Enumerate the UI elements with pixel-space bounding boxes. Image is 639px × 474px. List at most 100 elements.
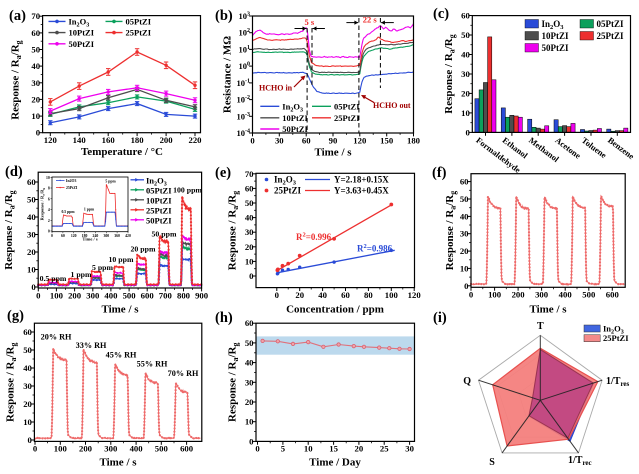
svg-text:20: 20 (23, 399, 32, 409)
svg-text:30: 30 (461, 69, 470, 79)
svg-text:20 ppm: 20 ppm (131, 245, 156, 254)
svg-text:0: 0 (250, 135, 255, 145)
svg-text:200: 200 (68, 290, 82, 300)
svg-text:40: 40 (31, 61, 40, 71)
svg-text:50PtZI: 50PtZI (69, 39, 95, 49)
svg-text:HCHO in: HCHO in (259, 84, 293, 93)
svg-text:25PtZI: 25PtZI (334, 113, 360, 123)
svg-text:140: 140 (73, 135, 87, 145)
svg-text:0: 0 (275, 290, 280, 300)
svg-text:Response / Ra/Rg: Response / Ra/Rg (40, 188, 46, 221)
svg-text:Response / Ra/Rg: Response / Ra/Rg (444, 191, 458, 270)
svg-text:50PtZI: 50PtZI (542, 43, 569, 53)
svg-text:600: 600 (606, 290, 620, 300)
svg-text:05PtZI: 05PtZI (334, 101, 360, 111)
svg-text:0.5 ppm: 0.5 ppm (40, 274, 67, 283)
svg-text:200: 200 (512, 290, 526, 300)
svg-text:40: 40 (23, 363, 32, 373)
svg-text:15: 15 (329, 444, 338, 454)
svg-text:600: 600 (180, 444, 194, 454)
svg-text:100: 100 (488, 290, 502, 300)
svg-text:50: 50 (23, 345, 32, 355)
svg-text:0: 0 (249, 271, 254, 281)
svg-text:500: 500 (582, 290, 596, 300)
svg-text:33% RH: 33% RH (76, 341, 107, 350)
svg-text:900: 900 (195, 290, 209, 300)
svg-text:50: 50 (27, 195, 36, 205)
svg-text:25PtZI: 25PtZI (597, 31, 624, 41)
svg-text:180: 180 (82, 234, 88, 238)
svg-text:220: 220 (188, 135, 202, 145)
svg-text:Time / s: Time / s (99, 457, 137, 469)
svg-text:160: 160 (102, 135, 116, 145)
svg-text:20: 20 (27, 247, 36, 257)
svg-text:45% RH: 45% RH (106, 351, 137, 360)
svg-text:10PtZI: 10PtZI (69, 28, 95, 38)
svg-text:0: 0 (33, 444, 38, 454)
svg-text:200: 200 (160, 135, 174, 145)
svg-text:30: 30 (31, 78, 40, 88)
svg-text:0: 0 (249, 436, 254, 446)
svg-text:In2O3: In2O3 (69, 16, 90, 28)
svg-text:(f): (f) (432, 165, 447, 181)
svg-text:60: 60 (460, 177, 469, 187)
svg-text:Temperature / °C: Temperature / °C (81, 146, 163, 158)
svg-text:500: 500 (123, 290, 137, 300)
svg-text:Toluene: Toluene (580, 135, 609, 160)
svg-text:30: 30 (245, 227, 254, 237)
svg-text:30: 30 (27, 230, 36, 240)
svg-text:25PtZI: 25PtZI (66, 186, 78, 190)
svg-text:60: 60 (245, 318, 254, 328)
svg-text:40: 40 (460, 211, 469, 221)
svg-text:20: 20 (245, 397, 254, 407)
svg-text:5 ppm: 5 ppm (105, 180, 116, 184)
svg-text:1 ppm: 1 ppm (70, 270, 92, 279)
svg-text:70: 70 (245, 169, 254, 179)
svg-text:4: 4 (48, 208, 50, 212)
svg-text:(i): (i) (433, 310, 447, 326)
svg-text:Time / s: Time / s (101, 304, 139, 316)
svg-text:0: 0 (48, 230, 50, 234)
svg-text:Y=2.18+0.15X: Y=2.18+0.15X (334, 175, 389, 185)
svg-text:400: 400 (559, 290, 573, 300)
svg-text:103: 103 (239, 11, 251, 21)
svg-text:120: 120 (408, 290, 422, 300)
svg-text:22 s: 22 s (363, 15, 378, 25)
svg-text:0: 0 (36, 128, 41, 138)
svg-text:20: 20 (245, 242, 254, 252)
svg-text:90: 90 (329, 135, 338, 145)
svg-text:55% RH: 55% RH (137, 360, 168, 369)
svg-text:150: 150 (380, 135, 394, 145)
svg-text:In2O3: In2O3 (66, 179, 76, 183)
svg-text:0: 0 (465, 127, 470, 137)
svg-text:60: 60 (245, 183, 254, 193)
svg-text:30: 30 (245, 377, 254, 387)
svg-text:420: 420 (125, 234, 131, 238)
svg-text:50: 50 (245, 338, 254, 348)
svg-text:20: 20 (460, 246, 469, 256)
svg-text:Resistance / MΩ: Resistance / MΩ (222, 36, 234, 113)
svg-text:Time / Day: Time / Day (309, 457, 361, 469)
svg-text:50PtZI: 50PtZI (146, 215, 172, 225)
svg-text:500: 500 (155, 444, 169, 454)
svg-text:300: 300 (103, 234, 109, 238)
svg-text:40: 40 (27, 212, 36, 222)
svg-text:0: 0 (28, 435, 33, 445)
svg-text:05PtZI: 05PtZI (126, 16, 152, 26)
svg-text:100: 100 (50, 290, 64, 300)
svg-text:10PtZI: 10PtZI (146, 195, 172, 205)
svg-text:10 ppm: 10 ppm (109, 255, 134, 264)
svg-text:In2O3: In2O3 (146, 175, 167, 187)
svg-text:20: 20 (31, 94, 40, 104)
svg-text:T: T (537, 321, 544, 332)
svg-text:1/Trec: 1/Trec (568, 455, 592, 467)
svg-text:Time / s: Time / s (314, 147, 352, 159)
svg-text:In2O3: In2O3 (542, 19, 565, 31)
svg-text:20: 20 (461, 88, 470, 98)
svg-text:25: 25 (380, 444, 389, 454)
svg-text:10-4: 10-4 (237, 128, 251, 138)
svg-text:5 ppm: 5 ppm (92, 263, 114, 272)
svg-text:30: 30 (23, 381, 32, 391)
svg-text:5 s: 5 s (304, 17, 314, 27)
svg-text:Time / s: Time / s (529, 304, 567, 316)
